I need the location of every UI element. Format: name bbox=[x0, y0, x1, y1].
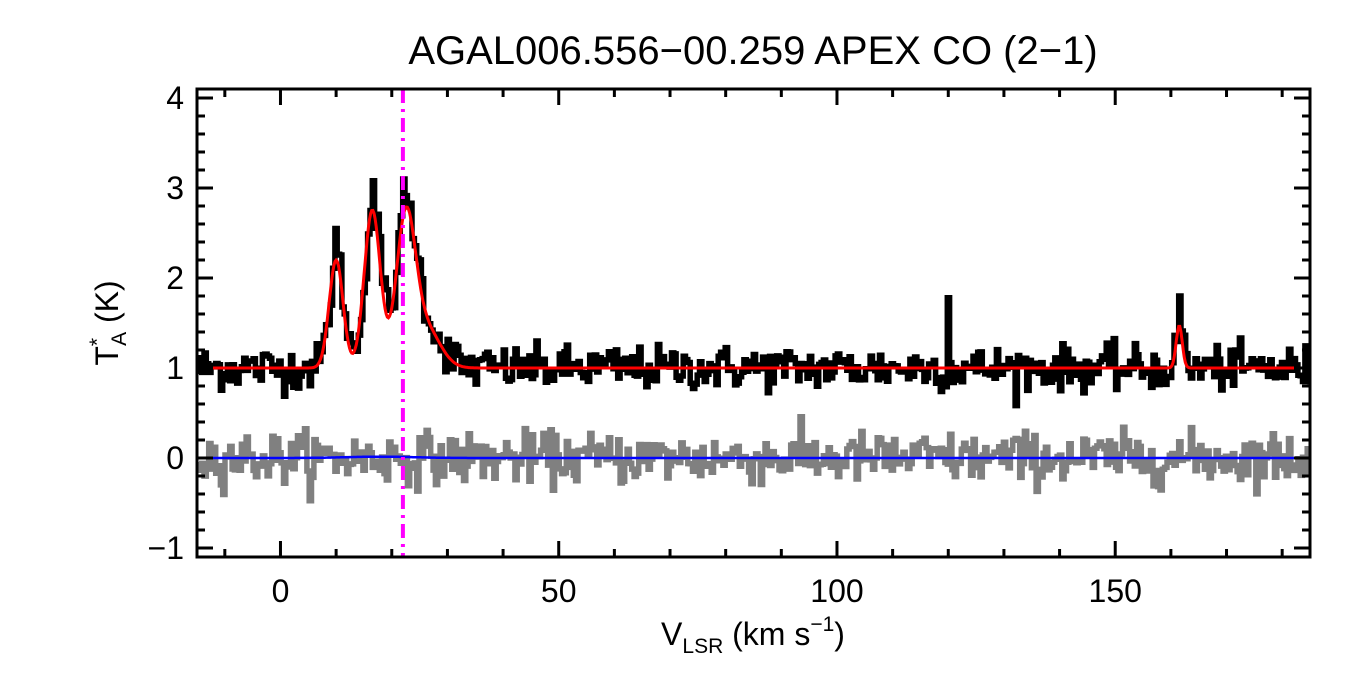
y-axis-label-main: T bbox=[89, 346, 125, 366]
x-axis-label-main: V bbox=[661, 616, 683, 652]
y-axis-label-sub: A bbox=[108, 332, 131, 346]
chart-title: AGAL006.556−00.259 APEX CO (2−1) bbox=[408, 29, 1097, 73]
y-axis-label-unit: (K) bbox=[89, 280, 125, 332]
x-tick-label: 150 bbox=[1089, 573, 1142, 609]
y-tick-label: −1 bbox=[148, 530, 184, 566]
y-axis-label: T*A (K) bbox=[86, 280, 131, 365]
x-axis-label-sup: −1 bbox=[810, 613, 834, 636]
y-tick-label: 1 bbox=[166, 350, 184, 386]
y-axis-label-sup: * bbox=[86, 338, 109, 346]
axis-ticks bbox=[197, 89, 1310, 557]
gaussian-fit-line bbox=[197, 205, 1310, 370]
x-axis-label: VLSR (km s−1) bbox=[661, 613, 845, 658]
x-tick-label: 100 bbox=[810, 573, 863, 609]
y-tick-label: 2 bbox=[166, 260, 184, 296]
zero-level-line bbox=[197, 455, 1310, 460]
y-tick-label: 3 bbox=[166, 170, 184, 206]
x-axis-label-close: ) bbox=[834, 616, 845, 652]
x-axis-label-sub: LSR bbox=[682, 635, 723, 658]
x-tick-label: 50 bbox=[541, 573, 577, 609]
y-tick-label: 0 bbox=[166, 440, 184, 476]
observed-spectrum-line bbox=[197, 176, 1310, 409]
axis-tick-labels: 0 50 100 150 −1 0 1 2 3 4 bbox=[148, 80, 1142, 609]
x-axis-label-unit: (km s bbox=[723, 616, 810, 652]
y-tick-label: 4 bbox=[166, 80, 184, 116]
plot-frame bbox=[195, 87, 1312, 559]
zero-series bbox=[197, 455, 1310, 460]
fit-series bbox=[197, 205, 1310, 370]
observed-series bbox=[197, 176, 1310, 409]
x-tick-label: 0 bbox=[272, 573, 290, 609]
